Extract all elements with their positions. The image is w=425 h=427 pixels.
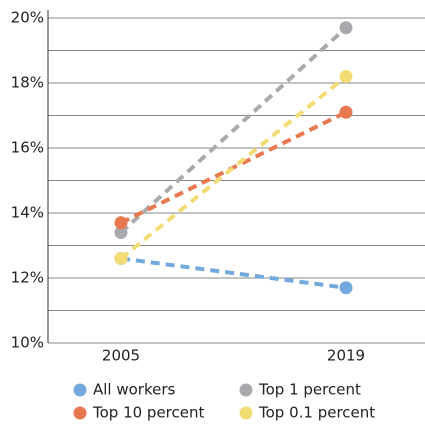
- y-tick-label: 20%: [11, 9, 44, 27]
- legend-label: Top 10 percent: [92, 404, 205, 422]
- data-point: [114, 216, 128, 230]
- series-line: [119, 74, 348, 261]
- series-line: [119, 26, 348, 234]
- legend-label: Top 1 percent: [258, 381, 361, 399]
- series-line: [120, 110, 347, 225]
- legend-label: All workers: [93, 381, 176, 399]
- legend-marker: [73, 383, 87, 397]
- legend-label: Top 0.1 percent: [258, 404, 375, 422]
- legend-marker: [239, 383, 253, 397]
- legend-marker: [239, 406, 253, 420]
- data-point: [339, 70, 353, 83]
- y-tick-label: 18%: [11, 74, 44, 92]
- data-point: [339, 105, 353, 119]
- y-tick-label: 16%: [11, 139, 44, 157]
- series-line: [120, 256, 347, 290]
- y-tick-label: 10%: [11, 334, 44, 352]
- x-tick-label: 2019: [327, 347, 365, 365]
- x-tick-label: 2005: [102, 347, 140, 365]
- data-point: [114, 252, 128, 265]
- data-point: [339, 281, 353, 295]
- data-point: [114, 226, 128, 239]
- legend-marker: [73, 406, 87, 420]
- data-point: [339, 21, 353, 35]
- y-tick-label: 12%: [11, 269, 44, 287]
- y-tick-label: 14%: [11, 204, 44, 222]
